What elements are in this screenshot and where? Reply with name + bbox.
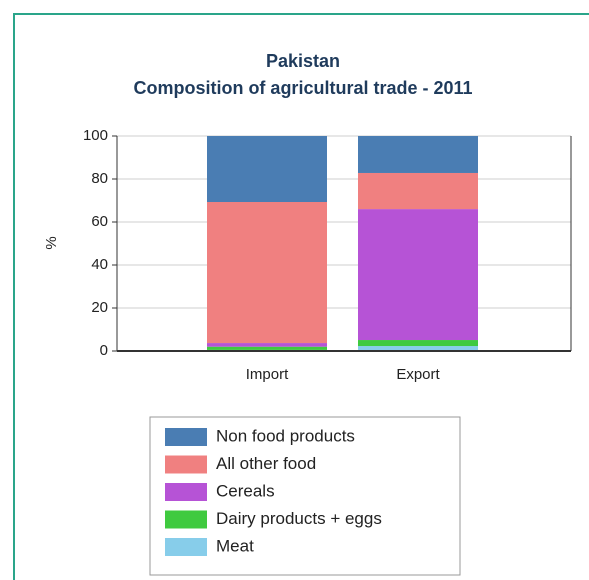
bar-segment: [207, 346, 327, 350]
bar-segment: [358, 340, 478, 347]
legend-label: Non food products: [216, 426, 355, 445]
x-tick-label: Export: [396, 366, 440, 383]
y-tick-label: 60: [91, 213, 108, 230]
legend-label: Cereals: [216, 481, 275, 500]
bar-segment: [358, 209, 478, 341]
legend-swatch: [165, 428, 207, 446]
chart-subtitle: Composition of agricultural trade - 2011: [133, 78, 472, 98]
y-axis-label: %: [43, 236, 60, 249]
y-tick-label: 80: [91, 170, 108, 187]
bar-segment: [358, 346, 478, 351]
legend-swatch: [165, 538, 207, 556]
y-tick-label: 20: [91, 299, 108, 316]
bar-segment: [207, 136, 327, 203]
x-tick-label: Import: [246, 366, 289, 383]
legend-label: Meat: [216, 536, 254, 555]
legend-swatch: [165, 483, 207, 501]
chart-title: Pakistan: [266, 51, 340, 71]
legend-label: Dairy products + eggs: [216, 509, 382, 528]
legend-swatch: [165, 510, 207, 529]
legend-label: All other food: [216, 454, 316, 473]
bar-segment: [358, 136, 478, 173]
y-tick-label: 100: [83, 127, 108, 144]
legend-swatch: [165, 455, 207, 474]
y-tick-label: 0: [100, 342, 108, 359]
y-tick-label: 40: [91, 256, 108, 273]
bar-segment: [358, 172, 478, 210]
bar-segment: [207, 343, 327, 347]
bar-segment: [207, 202, 327, 344]
